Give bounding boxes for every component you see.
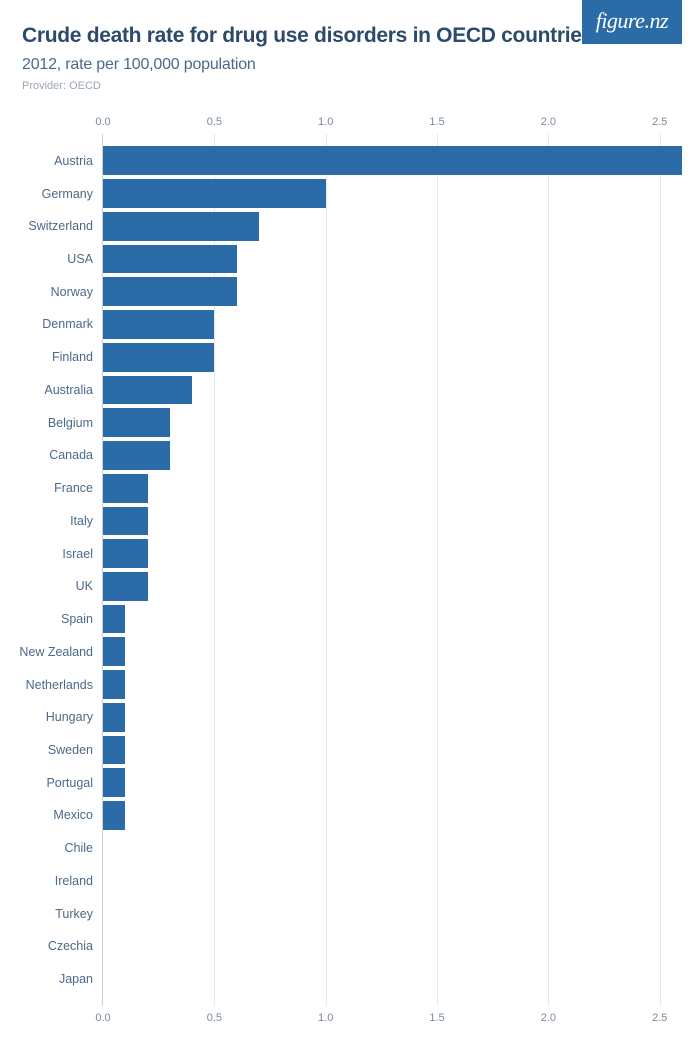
bar-row: Spain	[103, 603, 682, 636]
bar-row: Australia	[103, 374, 682, 407]
bar-row: Finland	[103, 341, 682, 374]
x-tick-bottom: 0.5	[207, 1012, 222, 1024]
bar-label: Austria	[54, 154, 103, 168]
bar-label: Canada	[49, 448, 103, 462]
bar-label: Israel	[62, 547, 103, 561]
bar-row: Germany	[103, 177, 682, 210]
bar-label: Japan	[59, 972, 103, 986]
bar-label: Belgium	[48, 416, 103, 430]
bar	[103, 605, 125, 634]
bar	[103, 736, 125, 765]
bar-row: Italy	[103, 505, 682, 538]
bar	[103, 277, 237, 306]
bar-row: New Zealand	[103, 635, 682, 668]
x-tick-bottom: 0.0	[95, 1012, 110, 1024]
bar	[103, 768, 125, 797]
plot-area: 0.00.00.50.51.01.01.51.52.02.02.52.5Aust…	[102, 134, 682, 1006]
x-tick-top: 0.0	[95, 116, 110, 128]
bar-row: Hungary	[103, 701, 682, 734]
bar	[103, 376, 192, 405]
bar-label: Finland	[52, 350, 103, 364]
x-tick-bottom: 1.0	[318, 1012, 333, 1024]
bar	[103, 441, 170, 470]
bar-label: Sweden	[48, 743, 103, 757]
bar	[103, 343, 214, 372]
bar	[103, 474, 148, 503]
bar-row: Ireland	[103, 865, 682, 898]
bar	[103, 245, 237, 274]
bar-row: Belgium	[103, 406, 682, 439]
bar-label: France	[54, 481, 103, 495]
bar-row: Norway	[103, 275, 682, 308]
x-tick-bottom: 1.5	[429, 1012, 444, 1024]
chart-subtitle: 2012, rate per 100,000 population	[22, 56, 678, 74]
bar-label: Hungary	[46, 710, 103, 724]
bar-row: Austria	[103, 144, 682, 177]
bar	[103, 539, 148, 568]
bar-label: Netherlands	[26, 678, 103, 692]
x-tick-top: 1.5	[429, 116, 444, 128]
bar	[103, 637, 125, 666]
x-tick-bottom: 2.0	[541, 1012, 556, 1024]
bar-label: UK	[76, 579, 103, 593]
bar	[103, 507, 148, 536]
bar-label: Czechia	[48, 939, 103, 953]
bar-row: Portugal	[103, 766, 682, 799]
bar-label: Spain	[61, 612, 103, 626]
bar-label: New Zealand	[19, 645, 103, 659]
bar-row: Japan	[103, 963, 682, 996]
x-tick-top: 2.0	[541, 116, 556, 128]
bar	[103, 408, 170, 437]
chart-provider: Provider: OECD	[22, 80, 678, 92]
bar-label: Germany	[42, 187, 103, 201]
bar-row: Turkey	[103, 897, 682, 930]
bar-row: Canada	[103, 439, 682, 472]
bar	[103, 179, 326, 208]
bar-label: Chile	[65, 841, 104, 855]
bar-row: UK	[103, 570, 682, 603]
bar	[103, 310, 214, 339]
bar-row: Chile	[103, 832, 682, 865]
bar-row: Sweden	[103, 734, 682, 767]
bar	[103, 212, 259, 241]
bar-label: Norway	[51, 285, 103, 299]
x-tick-bottom: 2.5	[652, 1012, 667, 1024]
bar	[103, 801, 125, 830]
bar-label: Ireland	[55, 874, 103, 888]
bar-row: Switzerland	[103, 210, 682, 243]
bar-label: Mexico	[53, 808, 103, 822]
bar	[103, 703, 125, 732]
bar-label: Italy	[70, 514, 103, 528]
bar-row: France	[103, 472, 682, 505]
bar-row: Mexico	[103, 799, 682, 832]
bar-label: Australia	[44, 383, 103, 397]
bar-label: Denmark	[42, 317, 103, 331]
bar-label: Portugal	[46, 776, 103, 790]
bar	[103, 572, 148, 601]
bar	[103, 146, 682, 175]
bar-row: Czechia	[103, 930, 682, 963]
bar-row: Denmark	[103, 308, 682, 341]
chart-title: Crude death rate for drug use disorders …	[22, 24, 678, 48]
bar-row: Netherlands	[103, 668, 682, 701]
bar-label: USA	[67, 252, 103, 266]
x-tick-top: 1.0	[318, 116, 333, 128]
bar-label: Switzerland	[28, 219, 103, 233]
figure-nz-logo: figure.nz	[582, 0, 682, 44]
x-tick-top: 2.5	[652, 116, 667, 128]
x-tick-top: 0.5	[207, 116, 222, 128]
chart-container: 0.0 0.0 0.5 0.5 1.0 1.0 1.5 1.5 2.0 2.0 2.5 2.5 Aust…	[22, 110, 682, 1030]
bar-label: Turkey	[55, 907, 103, 921]
bar	[103, 670, 125, 699]
bar-row: USA	[103, 243, 682, 276]
bar-row: Israel	[103, 537, 682, 570]
